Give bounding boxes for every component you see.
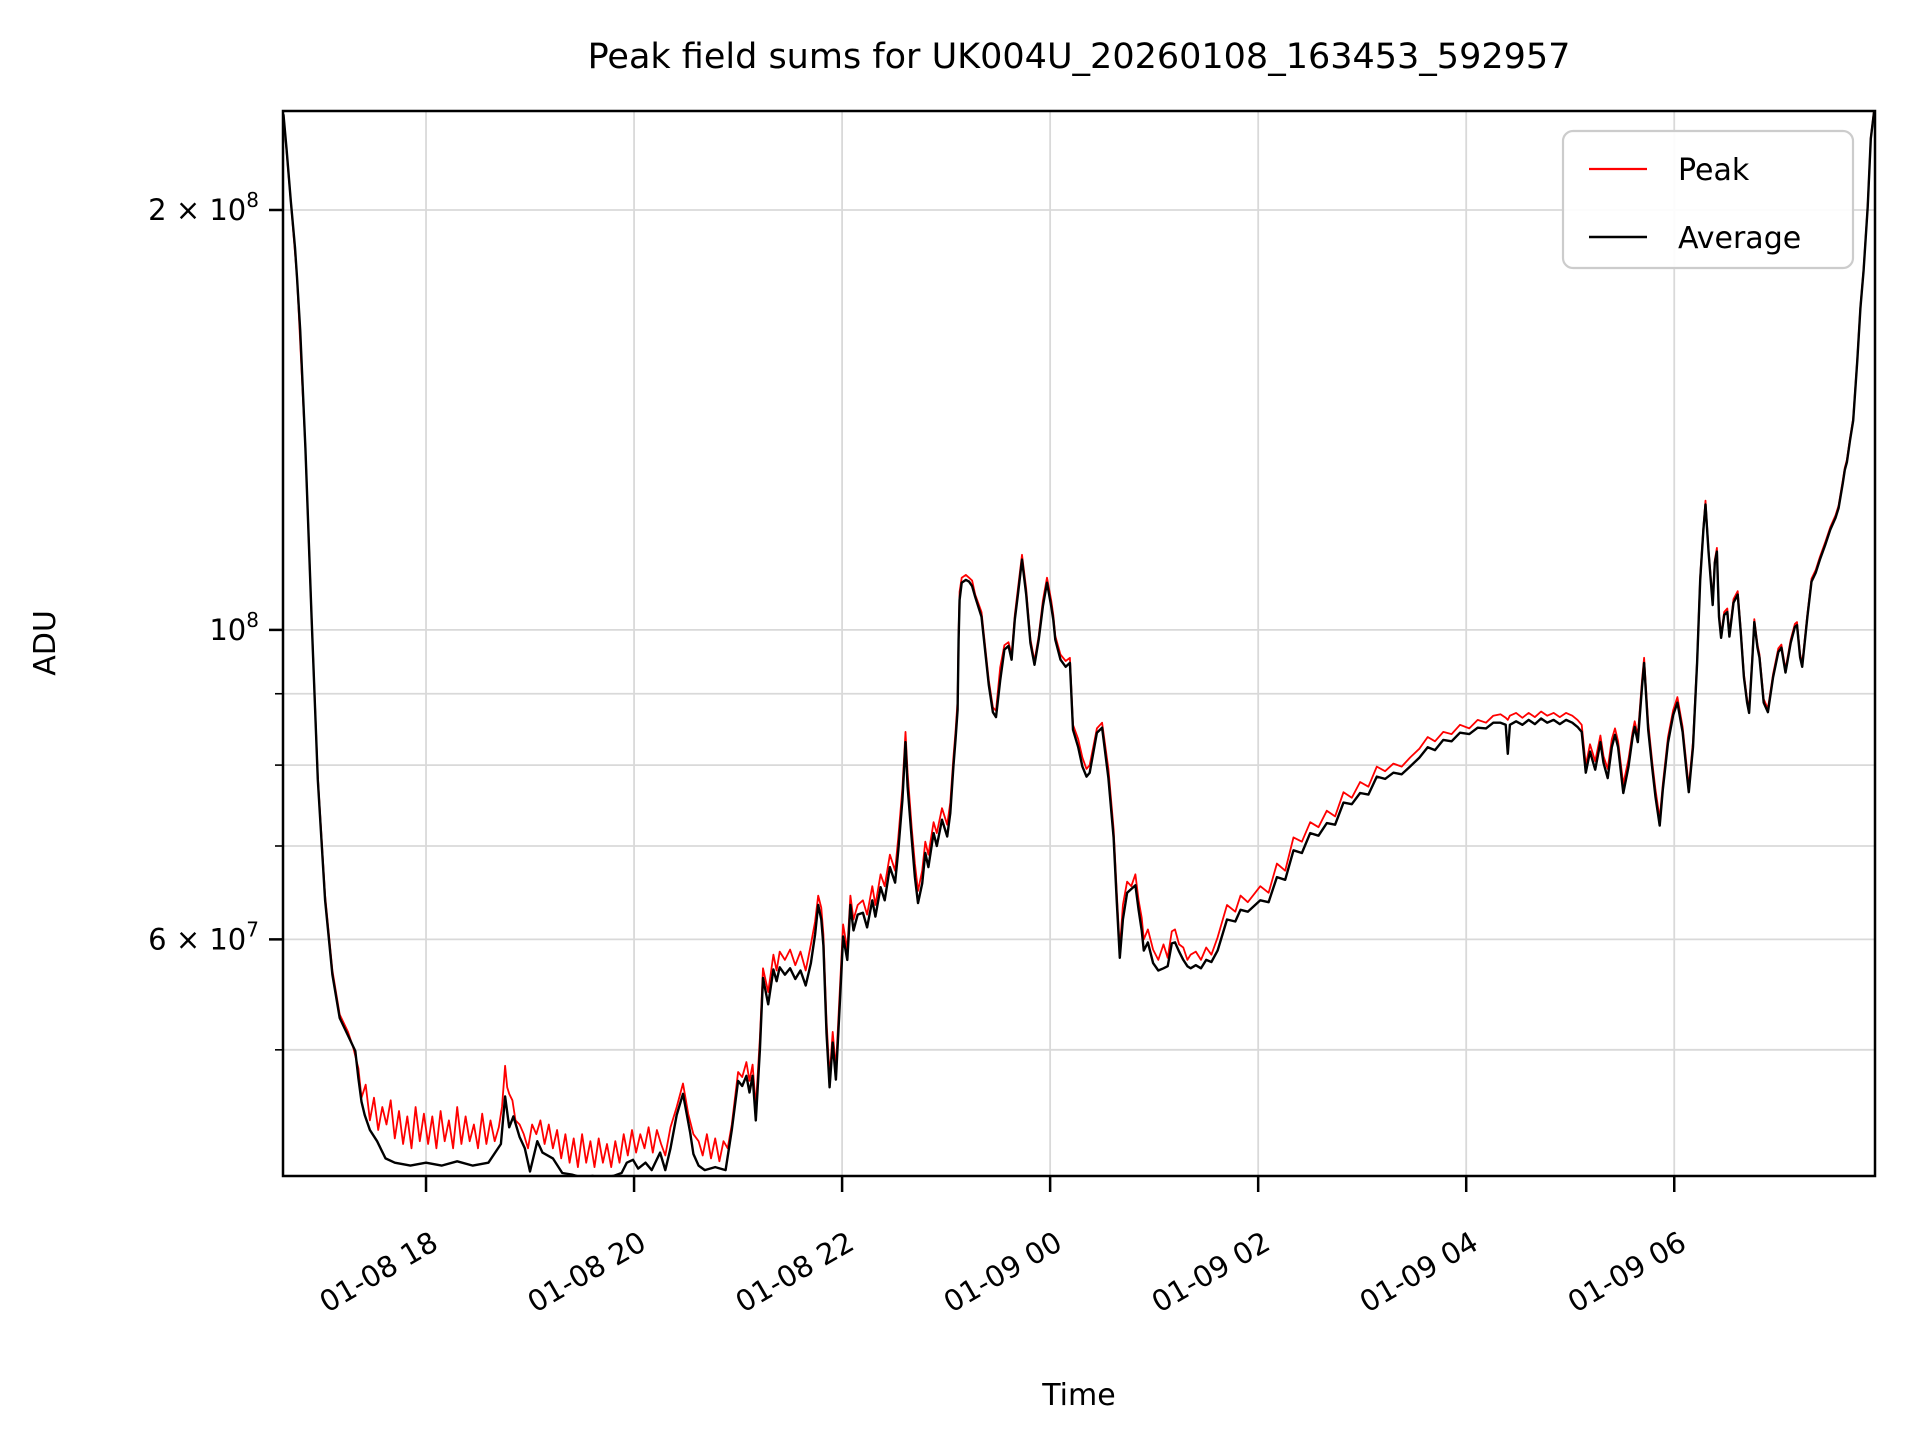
average-legend-label: Average bbox=[1678, 221, 1801, 256]
x-tick-label: 01-09 00 bbox=[938, 1225, 1068, 1320]
x-tick-label: 01-08 22 bbox=[730, 1225, 860, 1320]
x-tick-label: 01-09 02 bbox=[1146, 1225, 1276, 1320]
x-tick-label: 01-08 18 bbox=[314, 1225, 444, 1320]
grid-layer bbox=[283, 111, 1875, 1176]
x-tick-label: 01-08 20 bbox=[522, 1225, 652, 1320]
y-tick-label: 108 bbox=[209, 608, 259, 647]
average-series-line bbox=[283, 111, 1875, 1176]
peak-series-line bbox=[283, 111, 1875, 1168]
chart-title: Peak field sums for UK004U_20260108_1634… bbox=[588, 37, 1571, 77]
y-tick-label: 6 × 107 bbox=[148, 917, 259, 956]
series-layer bbox=[283, 111, 1875, 1176]
legend-frame bbox=[1561, 129, 1855, 270]
peak-legend-label: Peak bbox=[1678, 153, 1750, 188]
x-tick-label: 01-09 04 bbox=[1354, 1225, 1484, 1320]
legend-box: Peak Average bbox=[1561, 129, 1855, 270]
y-axis-label: ADU bbox=[28, 610, 63, 676]
plot-border bbox=[281, 109, 1877, 1178]
y-tick-label: 2 × 108 bbox=[148, 188, 259, 227]
tick-label-layer: 01-08 18 01-08 20 01-08 22 01-09 00 01-09 02… bbox=[148, 188, 1692, 1319]
x-axis-label: Time bbox=[1041, 1378, 1115, 1413]
x-tick-label: 01-09 06 bbox=[1562, 1225, 1692, 1320]
axes-layer bbox=[269, 109, 1877, 1192]
